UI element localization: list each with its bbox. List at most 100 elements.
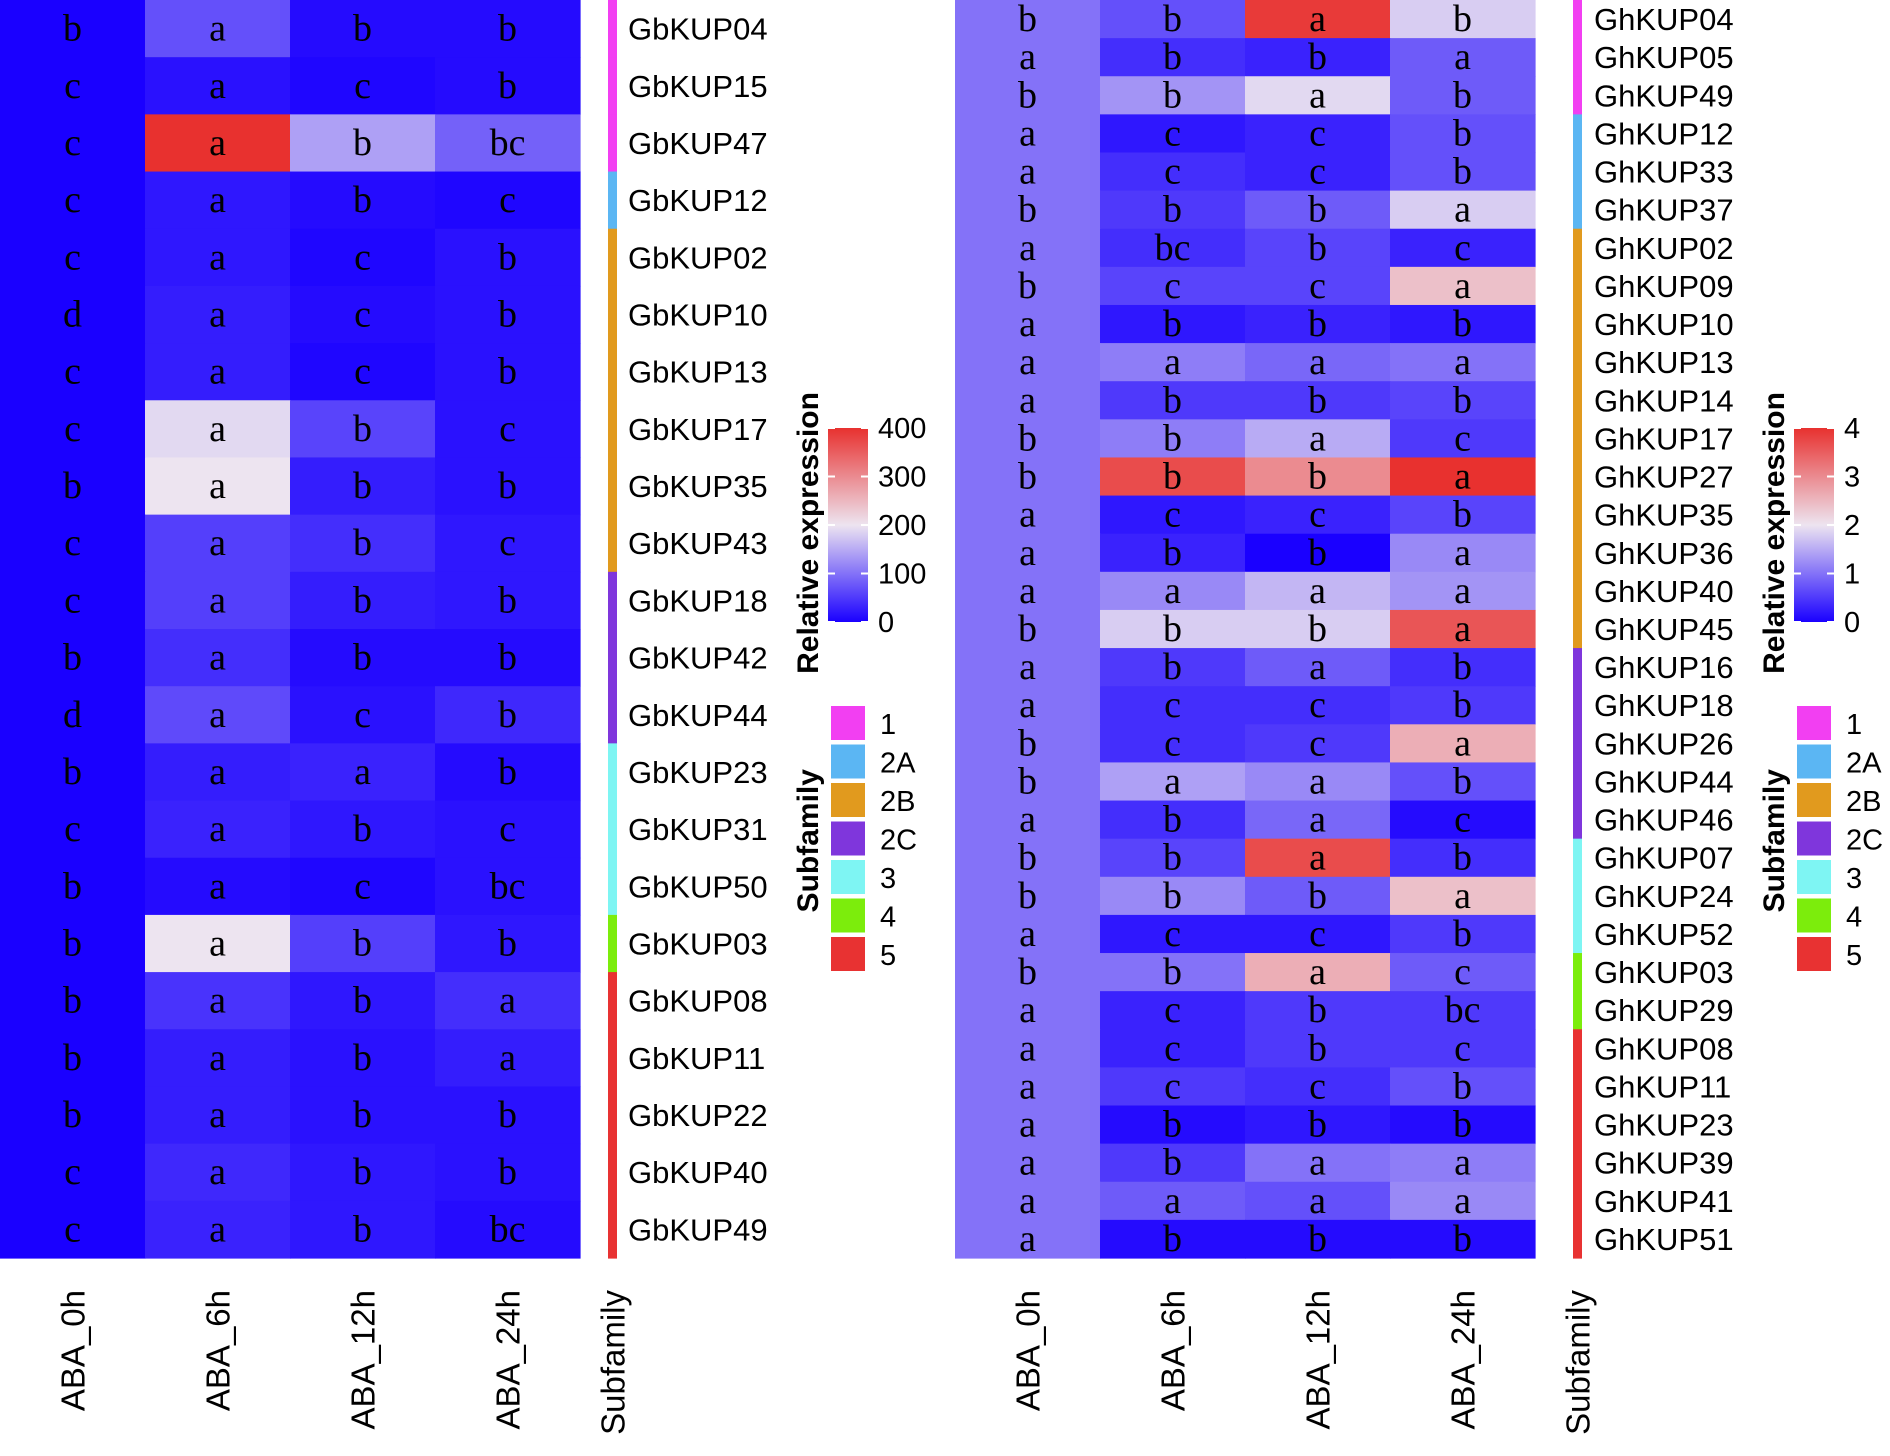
significance-letter: a: [1454, 532, 1471, 574]
significance-letter: a: [1309, 0, 1326, 40]
significance-letter: c: [354, 351, 371, 393]
significance-letter: a: [1309, 837, 1326, 879]
color-scale-tick-label: 3: [1844, 462, 1860, 494]
subfamily-bar-segment: [1573, 1181, 1582, 1221]
heatmap-cell: [290, 857, 436, 916]
heatmap-cell: [145, 514, 291, 573]
heatmap-cell: [435, 571, 581, 630]
heatmap-cell: [145, 686, 291, 744]
heatmap-cell: [1390, 457, 1536, 497]
heatmap-cell: [435, 972, 581, 1030]
significance-letter: a: [1019, 151, 1036, 193]
heatmap-cell: [435, 857, 581, 916]
significance-letter: b: [498, 236, 517, 278]
heatmap-cell: [290, 400, 436, 459]
subfamily-swatch: [1797, 898, 1831, 933]
heatmap-cell: [1390, 419, 1536, 459]
significance-letter: c: [1164, 494, 1181, 536]
significance-letter: c: [1454, 1027, 1471, 1069]
significance-letter: a: [1019, 570, 1036, 612]
significance-letter: b: [1018, 74, 1037, 116]
significance-letter: a: [209, 980, 226, 1022]
significance-letter: b: [1163, 36, 1182, 78]
subfamily-bar-segment: [608, 285, 617, 344]
significance-letter: a: [1309, 1180, 1326, 1222]
heatmap-cell: [0, 1029, 146, 1088]
subfamily-swatch: [831, 744, 865, 779]
gene-label: GhKUP03: [1594, 955, 1734, 990]
heatmap-cell: [1100, 838, 1246, 878]
heatmap-cell: [0, 686, 146, 744]
significance-letter: b: [1163, 1142, 1182, 1184]
heatmap-cell: [1245, 419, 1391, 459]
significance-letter: a: [1019, 646, 1036, 688]
gene-label: GhKUP26: [1594, 726, 1734, 761]
heatmap-cell: [145, 743, 291, 802]
heatmap-cell: [1245, 648, 1391, 687]
heatmap-cell: [0, 457, 146, 516]
heatmap-cell: [1245, 457, 1391, 497]
heatmap-cell: [435, 343, 581, 401]
subfamily-swatch: [1797, 783, 1831, 817]
significance-letter: a: [209, 65, 226, 107]
significance-letter: a: [1019, 379, 1036, 421]
gene-label: GhKUP45: [1594, 612, 1734, 647]
color-scale-tick-label: 300: [878, 462, 926, 494]
significance-letter: b: [63, 751, 82, 793]
significance-letter: b: [1163, 1218, 1182, 1260]
heatmap-cell: [290, 629, 436, 687]
significance-letter: c: [64, 579, 81, 621]
subfamily-bar-segment: [1573, 1219, 1582, 1259]
heatmap-cell: [1390, 609, 1536, 649]
gene-label: GhKUP37: [1594, 193, 1734, 228]
heatmap-cell: [1390, 190, 1536, 230]
significance-letter: a: [1019, 1142, 1036, 1184]
heatmap-cell: [955, 152, 1101, 192]
gene-label: GhKUP02: [1594, 231, 1734, 266]
subfamily-bar-segment: [608, 972, 617, 1030]
heatmap-cell: [1100, 991, 1246, 1030]
significance-letter: a: [1309, 417, 1326, 459]
significance-letter: c: [1454, 799, 1471, 841]
subfamily-bar-segment: [608, 1143, 617, 1202]
heatmap-cell: [955, 228, 1101, 268]
significance-letter: c: [354, 694, 371, 736]
heatmap-cell: [1100, 953, 1246, 992]
heatmap-cell: [1390, 876, 1536, 916]
significance-letter: b: [63, 8, 82, 50]
heatmap-cell: [1100, 228, 1246, 268]
significance-letter: c: [64, 808, 81, 850]
significance-letter: b: [1163, 532, 1182, 574]
heatmap-cell: [1245, 1181, 1391, 1221]
color-scale-title: Relative expression: [792, 392, 825, 674]
heatmap-cell: [435, 800, 581, 859]
gene-label: GhKUP52: [1594, 917, 1734, 952]
significance-letter: c: [1164, 1027, 1181, 1069]
significance-letter: a: [1019, 303, 1036, 345]
subfamily-swatch-label: 2A: [1846, 748, 1882, 780]
heatmap-cell: [1100, 1143, 1246, 1183]
heatmap-cell: [955, 914, 1101, 954]
subfamily-bar-segment: [608, 1200, 617, 1259]
significance-letter: b: [353, 637, 372, 679]
heatmap-cell: [290, 686, 436, 744]
subfamily-swatch: [1797, 860, 1831, 894]
significance-letter: b: [353, 1094, 372, 1136]
heatmap-cell: [1390, 686, 1536, 725]
significance-letter: a: [1019, 494, 1036, 536]
significance-letter: a: [209, 465, 226, 507]
significance-letter: b: [1308, 875, 1327, 917]
color-scale-tick-label: 4: [1844, 413, 1860, 445]
heatmap-cell: [145, 343, 291, 401]
significance-letter: b: [1308, 189, 1327, 231]
heatmap-cell: [1100, 304, 1246, 344]
subfamily-bar-segment: [1573, 76, 1582, 115]
subfamily-bar-segment: [608, 571, 617, 630]
heatmap-cell: [0, 972, 146, 1030]
significance-letter: a: [1019, 913, 1036, 955]
significance-letter: b: [1453, 74, 1472, 116]
subfamily-bar-segment: [1573, 1029, 1582, 1068]
heatmap-cell: [290, 285, 436, 344]
significance-letter: b: [1163, 456, 1182, 498]
